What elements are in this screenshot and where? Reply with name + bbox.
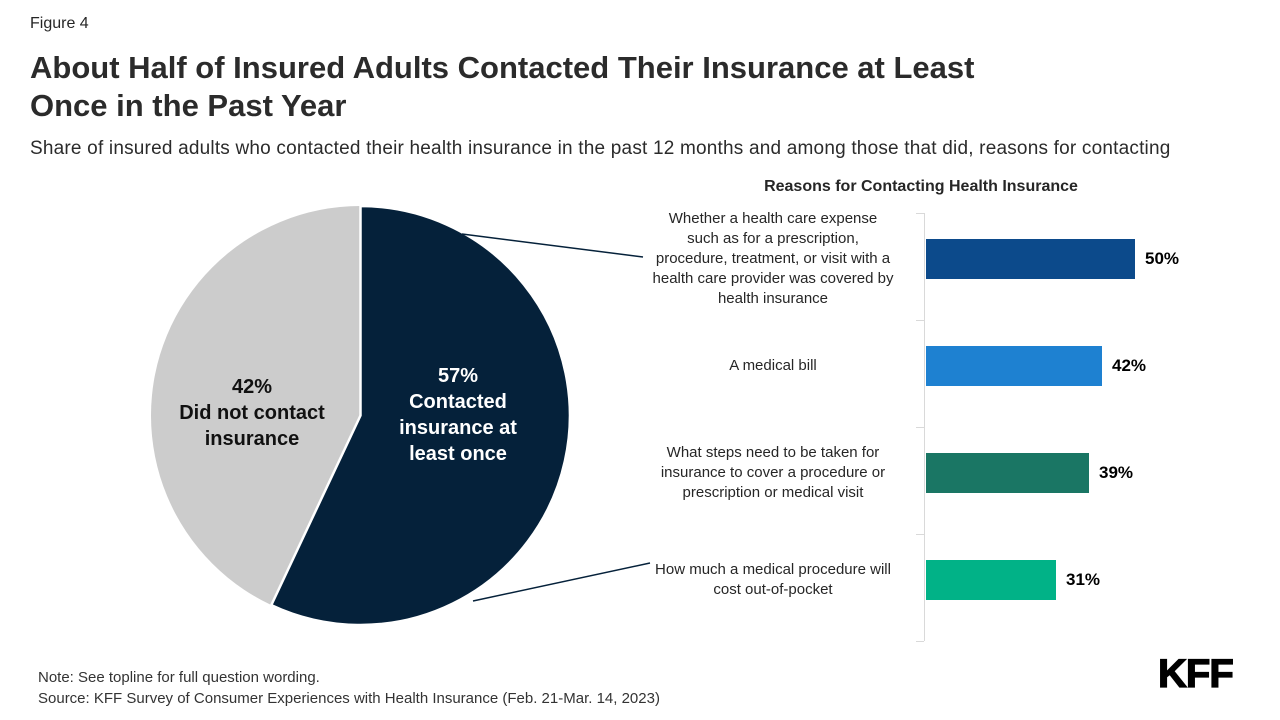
bar-axis-tick: [916, 213, 924, 214]
note-text: Note: See topline for full question word…: [38, 669, 320, 686]
bar-chart-title: Reasons for Contacting Health Insurance: [764, 178, 1078, 195]
bar-category-label: What steps need to be taken for insuranc…: [660, 444, 886, 501]
bar-axis-tick: [916, 534, 924, 535]
bar-category-label: How much a medical procedure will cost o…: [655, 561, 891, 598]
bar-axis-tick: [916, 427, 924, 428]
bar-chart-axis: [924, 213, 925, 641]
figure-label: Figure 4: [30, 15, 89, 32]
pie-label-did-not-contact: 42% Did not contact insurance: [179, 376, 325, 450]
bar-value-label: 42%: [1112, 356, 1147, 375]
page-title: About Half of Insured Adults Contacted T…: [30, 49, 974, 125]
bar-value-label: 31%: [1066, 570, 1101, 589]
bar: [926, 453, 1089, 493]
bar-value-label: 39%: [1099, 463, 1134, 482]
kff-logo: KFF: [1157, 651, 1234, 696]
bar: [926, 346, 1102, 386]
source-text: Source: KFF Survey of Consumer Experienc…: [38, 690, 660, 707]
bar: [926, 560, 1056, 600]
bar-axis-tick: [916, 641, 924, 642]
bar-row: A medical bill 42%: [0, 320, 1280, 427]
bar-category-label: Whether a health care expense such as fo…: [652, 210, 894, 307]
page-title-line1: About Half of Insured Adults Contacted T…: [30, 50, 975, 85]
bar-value-label: 50%: [1145, 249, 1180, 268]
bar: [926, 239, 1135, 279]
bar-axis-tick: [916, 320, 924, 321]
bar-row: What steps need to be taken for insuranc…: [0, 427, 1280, 534]
page-title-line2: Once in the Past Year: [30, 88, 347, 123]
subtitle: Share of insured adults who contacted th…: [30, 138, 1171, 159]
bar-category-label: A medical bill: [729, 357, 817, 374]
bar-row: How much a medical procedure will cost o…: [0, 534, 1280, 641]
bar-row: Whether a health care expense such as fo…: [0, 210, 1280, 320]
pie-label-contacted: 57% Contacted insurance at least once: [399, 365, 517, 465]
